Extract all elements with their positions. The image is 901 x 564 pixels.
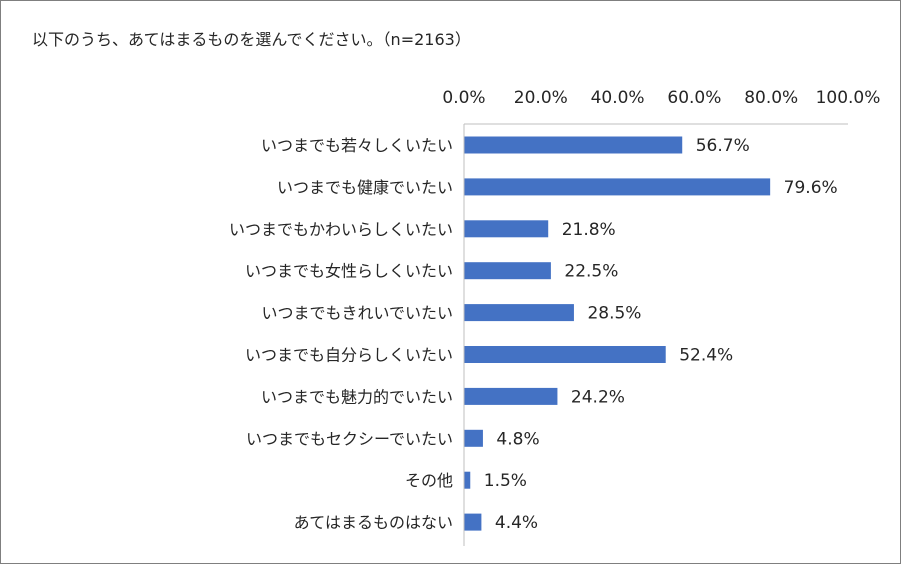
bar <box>464 178 771 196</box>
data-label: 1.5% <box>484 471 527 491</box>
data-label: 28.5% <box>587 304 641 324</box>
category-label: いつまでもかわいらしくいたい <box>229 220 453 239</box>
category-label: いつまでもセクシーでいたい <box>246 429 453 448</box>
category-label: いつまでもきれいでいたい <box>261 304 453 323</box>
category-label: いつまでも健康でいたい <box>277 178 453 197</box>
bar <box>464 262 551 280</box>
data-label: 21.8% <box>562 220 616 240</box>
bar <box>464 471 471 489</box>
category-label: いつまでも魅力的でいたい <box>261 387 453 406</box>
category-label: いつまでも自分らしくいたい <box>245 346 453 365</box>
x-tick-label: 40.0% <box>591 88 645 108</box>
bar <box>464 429 483 447</box>
x-tick-label: 80.0% <box>744 88 798 108</box>
x-tick-label: 0.0% <box>442 88 485 108</box>
bar <box>464 513 482 531</box>
bar <box>464 346 666 363</box>
x-tick-label: 100.0% <box>816 88 881 108</box>
category-label: その他 <box>405 471 453 490</box>
category-label: いつまでも若々しくいたい <box>261 136 453 155</box>
data-label: 22.5% <box>564 262 618 282</box>
bar <box>464 304 574 322</box>
bar <box>464 220 549 238</box>
x-tick-label: 20.0% <box>514 88 568 108</box>
x-tick-label: 60.0% <box>667 88 721 108</box>
data-label: 4.8% <box>496 429 539 449</box>
category-label: あてはまるものはない <box>294 513 453 532</box>
bar <box>464 387 558 405</box>
data-label: 56.7% <box>696 136 750 156</box>
chart-title: 以下のうち、あてはまるものを選んでください。（n=2163） <box>32 30 471 49</box>
category-label: いつまでも女性らしくいたい <box>245 262 453 281</box>
data-label: 24.2% <box>571 387 625 407</box>
data-label: 4.4% <box>495 513 538 533</box>
data-label: 52.4% <box>679 346 733 366</box>
data-label: 79.6% <box>784 178 838 198</box>
bar <box>464 136 683 154</box>
